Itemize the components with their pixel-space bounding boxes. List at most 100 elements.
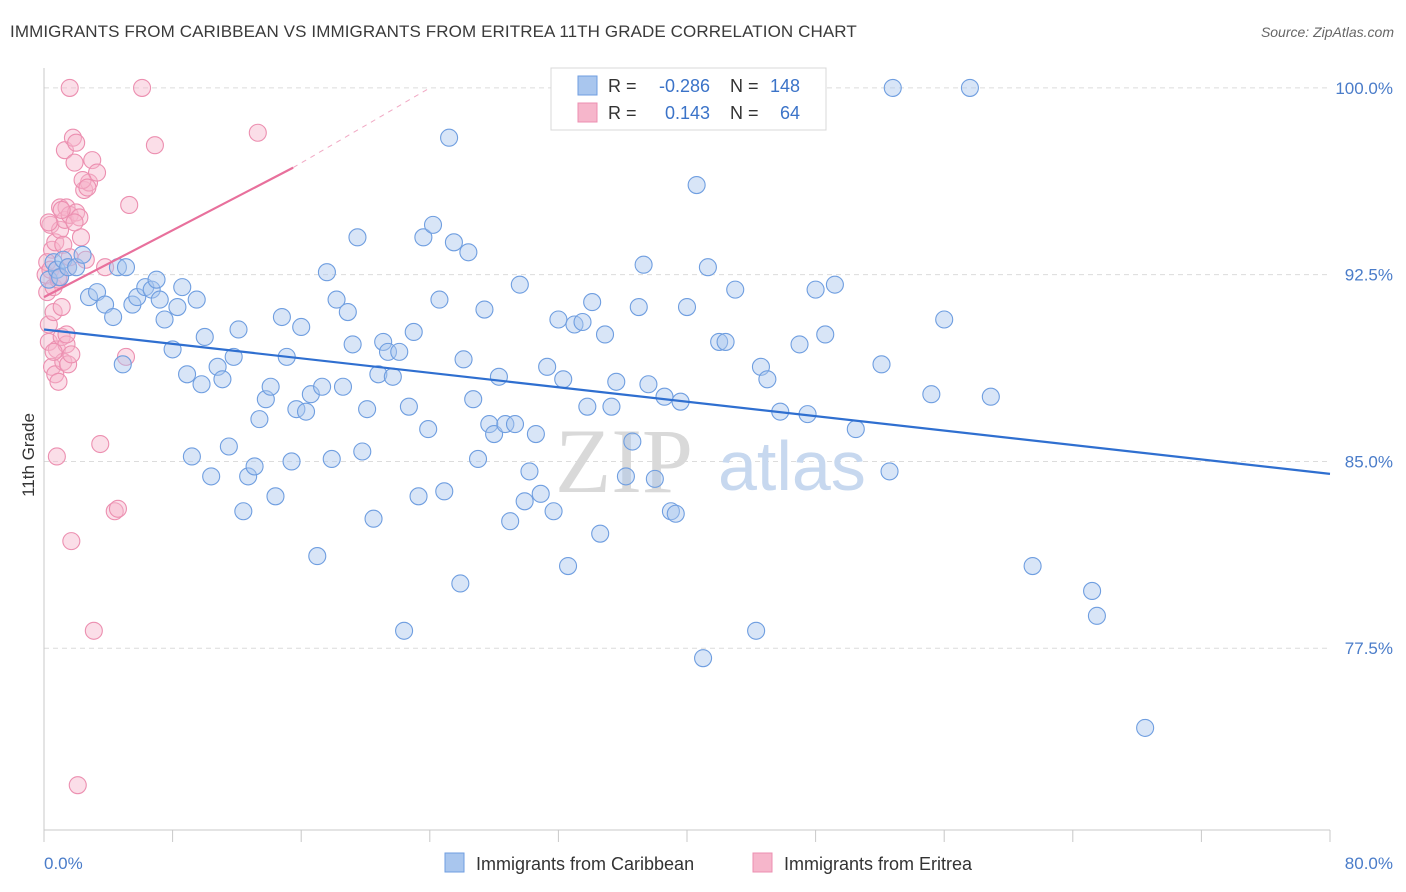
eritrea-point <box>145 136 164 155</box>
caribbean-point <box>872 355 891 374</box>
caribbean-point <box>645 469 664 488</box>
caribbean-point <box>558 556 578 576</box>
caribbean-point <box>296 402 316 421</box>
caribbean-point <box>623 432 642 451</box>
eritrea-point <box>108 499 127 518</box>
caribbean-point <box>515 492 534 511</box>
caribbean-point <box>234 502 253 521</box>
caribbean-point <box>444 233 463 252</box>
caribbean-point <box>790 335 809 354</box>
caribbean-point <box>414 228 433 247</box>
caribbean-point <box>229 320 248 339</box>
caribbean-point <box>202 467 221 486</box>
caribbean-point <box>981 387 1000 406</box>
caribbean-point <box>348 228 367 247</box>
caribbean-point <box>935 310 954 329</box>
eritrea-point <box>87 163 107 182</box>
eritrea-point <box>47 447 66 466</box>
y-tick-label: 85.0% <box>1345 452 1393 471</box>
caribbean-point <box>698 258 717 277</box>
eritrea-point <box>91 434 110 454</box>
eritrea-point <box>52 298 71 317</box>
eritrea-point <box>44 342 63 361</box>
x-tick-label-min: 0.0% <box>44 854 83 873</box>
caribbean-point <box>1087 606 1106 625</box>
bottom-legend-swatch-eritrea <box>752 852 773 873</box>
caribbean-point <box>883 78 902 97</box>
eritrea-point <box>71 228 91 247</box>
caribbean-point <box>496 415 515 434</box>
caribbean-point <box>510 275 529 294</box>
source-credit: Source: ZipAtlas.com <box>1260 24 1394 40</box>
caribbean-point <box>634 255 653 274</box>
eritrea-point <box>76 250 95 269</box>
eritrea-point <box>51 220 70 239</box>
caribbean-point <box>501 512 520 531</box>
watermark: ZIP atlas <box>555 410 866 512</box>
y-tick-label: 77.5% <box>1345 639 1393 658</box>
caribbean-point <box>409 487 428 506</box>
eritrea-point <box>65 153 84 172</box>
caribbean-point <box>374 332 393 351</box>
legend-n-value-blue: 148 <box>770 76 800 96</box>
eritrea-point <box>133 78 152 97</box>
caribbean-point <box>338 302 357 322</box>
caribbean-point <box>602 397 621 416</box>
caribbean-point <box>364 509 383 528</box>
caribbean-point <box>1136 718 1155 737</box>
caribbean-point <box>224 347 243 366</box>
legend-r-label-pink: R = <box>608 103 637 123</box>
grid-lines <box>44 87 1330 649</box>
caribbean-point <box>73 245 92 264</box>
eritrea-point <box>105 502 124 521</box>
caribbean-point <box>353 442 372 461</box>
caribbean-point <box>451 574 470 593</box>
caribbean-point <box>322 449 341 469</box>
caribbean-point <box>1083 581 1102 600</box>
caribbean-point <box>489 367 508 386</box>
eritrea-point <box>248 123 267 142</box>
caribbean-point <box>116 258 136 277</box>
caribbean-point <box>168 298 187 317</box>
caribbean-point <box>639 375 658 394</box>
caribbean-point <box>343 335 362 354</box>
caribbean-point <box>313 377 332 396</box>
chart-title: IMMIGRANTS FROM CARIBBEAN VS IMMIGRANTS … <box>10 22 857 41</box>
caribbean-point <box>147 270 166 289</box>
caribbean-point <box>292 317 311 337</box>
caribbean-point <box>583 293 602 312</box>
caribbean-point <box>435 482 454 501</box>
caribbean-point <box>687 175 706 195</box>
legend-swatch-blue <box>577 75 598 96</box>
y-tick-labels: 77.5% 85.0% 92.5% 100.0% <box>1335 79 1393 658</box>
caribbean-point <box>464 390 483 409</box>
x-axis-ticks <box>43 830 1331 842</box>
bottom-legend-label-caribbean: Immigrants from Caribbean <box>476 854 694 874</box>
y-axis-title: 11th Grade <box>19 413 38 497</box>
caribbean-point <box>213 370 232 389</box>
caribbean-point <box>922 385 941 404</box>
caribbean-point <box>150 290 169 309</box>
caribbean-points <box>39 78 1155 737</box>
caribbean-point <box>616 467 635 486</box>
caribbean-point <box>716 332 735 351</box>
caribbean-point <box>383 367 402 386</box>
caribbean-point <box>573 312 592 332</box>
caribbean-point <box>694 649 713 668</box>
caribbean-point <box>195 327 214 346</box>
caribbean-point <box>806 280 825 299</box>
caribbean-point <box>666 504 685 523</box>
caribbean-point <box>440 128 459 147</box>
caribbean-point <box>710 332 729 351</box>
caribbean-point <box>544 502 563 521</box>
eritrea-point <box>84 621 103 640</box>
eritrea-point <box>63 128 82 147</box>
caribbean-point <box>423 215 443 234</box>
caribbean-point <box>475 300 494 319</box>
bottom-legend-swatch-caribbean <box>444 852 465 873</box>
caribbean-point <box>261 377 280 396</box>
caribbean-point <box>538 357 557 376</box>
legend-n-label-pink: N = <box>730 103 759 123</box>
caribbean-point <box>629 298 648 317</box>
